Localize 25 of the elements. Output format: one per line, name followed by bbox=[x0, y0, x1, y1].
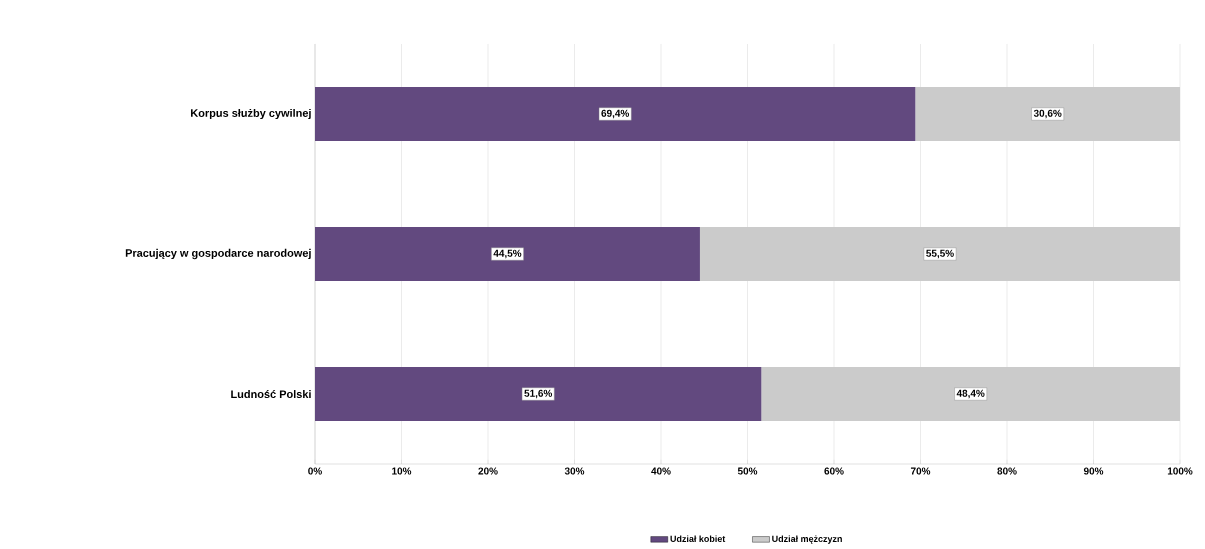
x-tick-label: 50% bbox=[737, 467, 758, 475]
legend-label: Udział mężczyzn bbox=[772, 535, 842, 544]
x-tick-label: 10% bbox=[392, 467, 412, 475]
y-tick-label: Korpus służby cywilnej bbox=[191, 108, 311, 120]
x-tick-label: 40% bbox=[651, 467, 671, 475]
data-label: 69,4% bbox=[601, 109, 630, 119]
bar bbox=[315, 87, 916, 141]
y-tick-label: Ludność Polski bbox=[231, 389, 311, 399]
y-tick-label: Pracujący w gospodarce narodowej bbox=[125, 248, 311, 260]
x-tick-label: 60% bbox=[824, 467, 844, 475]
x-tick-label: 100% bbox=[1167, 467, 1193, 475]
data-label: 51,6% bbox=[524, 389, 553, 399]
data-label: 30,6% bbox=[1033, 109, 1062, 119]
x-tick-label: 0% bbox=[308, 467, 322, 475]
bar bbox=[315, 367, 762, 421]
x-tick-label: 80% bbox=[997, 467, 1017, 475]
x-tick-label: 70% bbox=[910, 467, 931, 475]
bar bbox=[315, 227, 700, 281]
data-label: 48,4% bbox=[956, 389, 985, 399]
x-tick-label: 30% bbox=[564, 467, 585, 475]
x-tick-label: 20% bbox=[478, 467, 498, 475]
data-label: 44,5% bbox=[493, 249, 522, 259]
data-label: 55,5% bbox=[926, 249, 954, 259]
legend-label: Udział kobiet bbox=[670, 535, 726, 542]
x-tick-label: 90% bbox=[1083, 467, 1104, 475]
